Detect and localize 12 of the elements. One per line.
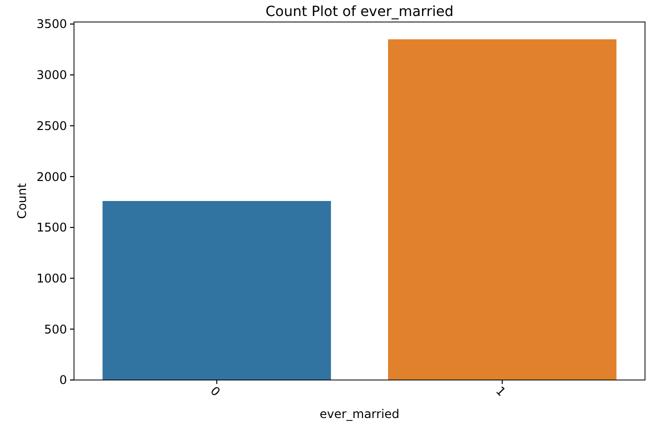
y-tick-label: 3500: [36, 17, 67, 32]
y-tick-label: 3000: [36, 68, 67, 82]
x-axis-title: ever_married: [320, 407, 400, 421]
y-tick-label: 500: [44, 322, 67, 336]
chart-title: Count Plot of ever_married: [266, 4, 454, 20]
y-tick-label: 0: [59, 373, 67, 388]
y-tick-label: 2000: [36, 170, 67, 184]
x-tick-label: 1: [493, 384, 508, 400]
y-tick-label: 1000: [36, 271, 67, 286]
y-tick-label: 2500: [36, 118, 67, 133]
y-tick-label: 1500: [36, 220, 67, 235]
y-axis-title: Count: [15, 182, 29, 219]
